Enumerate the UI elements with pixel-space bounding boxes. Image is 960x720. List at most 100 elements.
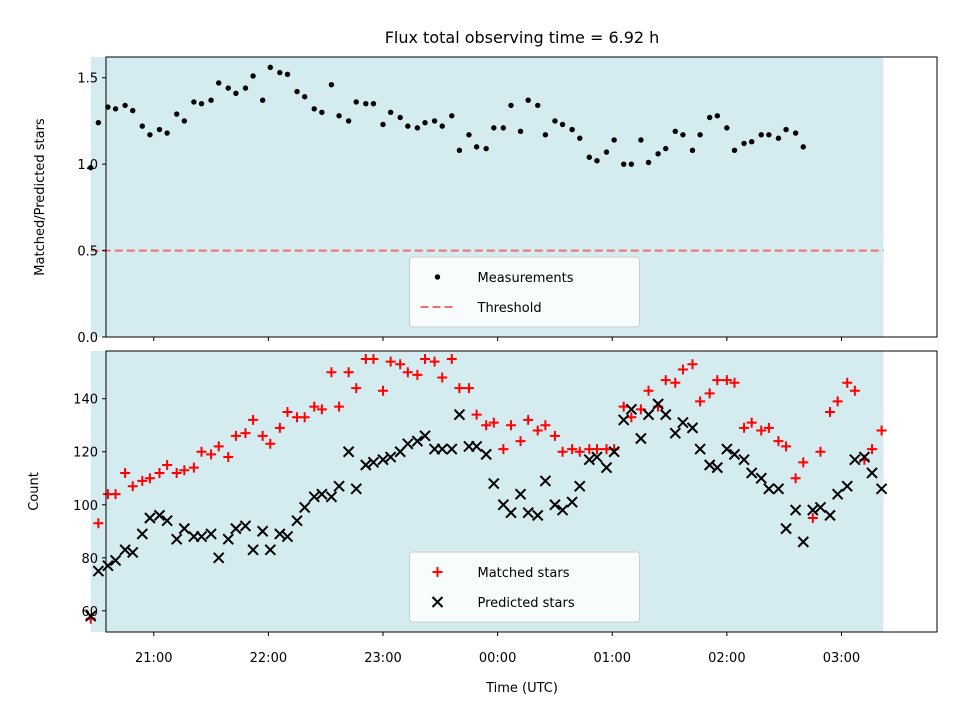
data-point (611, 137, 617, 143)
data-point (250, 73, 256, 79)
data-point (618, 401, 629, 412)
legend-marker (431, 596, 444, 608)
data-point (721, 375, 732, 386)
y-axis-label: Matched/Predicted stars (33, 118, 48, 276)
data-point (694, 443, 706, 455)
data-point (233, 90, 239, 96)
data-point (456, 147, 463, 154)
data-point (453, 408, 466, 421)
data-point (368, 353, 379, 364)
data-point (858, 451, 871, 463)
y-tick-label: 120 (73, 446, 98, 461)
data-point (449, 113, 455, 119)
data-point (345, 118, 352, 124)
legend-label: Predicted stars (478, 596, 575, 611)
data-point (259, 97, 266, 103)
data-point (301, 94, 308, 100)
x-axis-label: Time (UTC) (485, 681, 558, 696)
legend-entry: Threshold (420, 301, 542, 316)
data-point (216, 80, 222, 86)
data-point (120, 467, 131, 478)
data-point (583, 453, 596, 466)
data-point (405, 123, 411, 129)
data-point (325, 491, 338, 503)
data-point (738, 453, 750, 466)
data-point (591, 451, 603, 463)
data-point (248, 414, 259, 425)
data-point (652, 398, 664, 410)
data-point (745, 467, 758, 479)
data-point (311, 106, 317, 112)
data-point (471, 409, 482, 420)
data-point (491, 125, 497, 131)
data-point (333, 480, 345, 492)
legend-box (409, 551, 640, 623)
plot-frame (105, 56, 938, 338)
data-point (223, 452, 234, 463)
data-point (384, 451, 397, 463)
data-point (780, 522, 792, 535)
data-point (414, 125, 421, 131)
data-point (282, 406, 293, 417)
data-point (574, 480, 586, 492)
data-point (429, 356, 440, 367)
data-point (446, 443, 458, 455)
data-point (225, 85, 231, 91)
data-point (729, 377, 740, 388)
data-point (523, 414, 534, 425)
data-point (299, 412, 310, 423)
data-point (876, 425, 887, 436)
data-point (328, 81, 335, 88)
data-point (670, 377, 681, 388)
data-point (481, 420, 492, 431)
data-point (687, 359, 698, 370)
data-point (535, 102, 541, 109)
data-point (242, 85, 249, 91)
data-point (539, 475, 552, 487)
panel-bottom: 60 80 100 120 140 21:00 22:00 23:00 00:00 01:00 02… (27, 350, 938, 666)
data-point (454, 383, 465, 394)
data-point (815, 446, 826, 457)
data-point (147, 132, 153, 138)
data-point (178, 522, 191, 535)
data-point (540, 420, 551, 431)
legend-label: Threshold (477, 301, 542, 316)
data-point (274, 422, 285, 433)
data-point (712, 375, 723, 386)
data-point (378, 385, 388, 396)
data-point (728, 448, 741, 461)
data-point (420, 353, 431, 364)
panel-top: 0.0 0.5 1.0 1.5 Matched/Predicted stars Measu… (33, 56, 938, 346)
data-point (422, 119, 428, 126)
data-point (267, 64, 273, 71)
data-point (643, 385, 654, 396)
data-point (156, 126, 163, 133)
legend-entry: Matched stars (432, 566, 570, 581)
data-point (480, 448, 492, 461)
data-point (763, 422, 774, 433)
data-point (164, 130, 170, 136)
data-point (500, 125, 507, 131)
data-point (721, 443, 733, 455)
data-point (697, 132, 703, 138)
data-point (569, 126, 575, 133)
data-point (257, 430, 268, 441)
data-point (470, 440, 483, 453)
data-point (645, 159, 652, 166)
data-point (672, 128, 678, 135)
data-point (505, 507, 517, 519)
x-tick-label: 03:00 (823, 651, 860, 666)
data-point (264, 544, 276, 556)
data-point (380, 121, 386, 128)
data-point (532, 509, 544, 522)
x-tick-label: 00:00 (479, 651, 516, 666)
data-point (772, 483, 785, 495)
data-point (370, 100, 377, 107)
data-point (825, 406, 836, 417)
data-point (807, 513, 818, 524)
data-point (181, 118, 188, 124)
data-point (866, 467, 878, 479)
data-point (483, 145, 489, 152)
data-point (436, 443, 448, 455)
data-point (746, 417, 757, 428)
